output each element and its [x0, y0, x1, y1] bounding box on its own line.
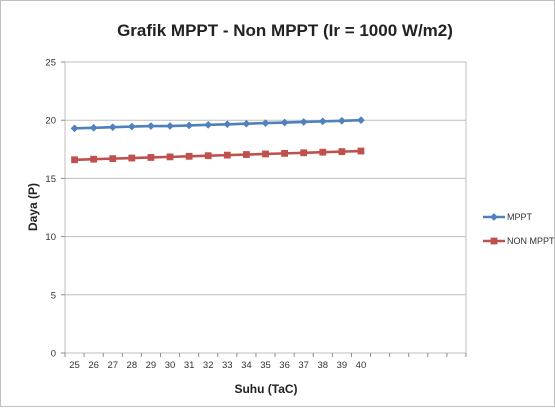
- data-point: [89, 123, 98, 132]
- data-point: [300, 149, 308, 157]
- y-axis-label: Daya (P): [26, 183, 40, 231]
- x-tick-label: 37: [298, 360, 309, 371]
- x-tick-label: 39: [337, 360, 348, 371]
- x-tick-label: 35: [260, 360, 271, 371]
- data-point: [242, 119, 251, 128]
- y-tick-label: 15: [45, 174, 56, 185]
- data-point: [166, 122, 174, 130]
- legend-item: MPPT: [483, 212, 533, 222]
- x-tick-label: 33: [222, 360, 233, 371]
- data-point: [185, 152, 193, 160]
- series-mppt: [70, 116, 365, 133]
- data-point: [261, 119, 270, 128]
- data-point: [243, 151, 250, 158]
- data-point: [108, 123, 117, 132]
- data-point: [319, 148, 327, 156]
- legend-marker: [490, 237, 498, 245]
- x-tick-label: 25: [69, 360, 80, 371]
- data-point: [337, 116, 346, 125]
- x-tick-label: 31: [184, 360, 195, 371]
- y-tick-label: 0: [51, 349, 56, 360]
- x-tick-label: 38: [317, 360, 328, 371]
- x-tick-label: 36: [279, 360, 290, 371]
- y-tick-label: 25: [45, 58, 56, 69]
- data-point: [204, 152, 212, 160]
- data-point: [147, 154, 155, 161]
- data-point: [70, 124, 79, 133]
- x-tick-label: 26: [88, 360, 99, 371]
- x-axis-ticks: 25 26 27 28 29 30 31 32 33 34 35 36 37 38 39 40: [64, 353, 467, 371]
- legend-marker: [490, 213, 498, 221]
- x-axis-label: Suhu (TaC): [234, 382, 297, 396]
- data-point: [318, 117, 327, 126]
- data-point: [185, 121, 194, 130]
- legend-item: NON MPPT: [483, 236, 555, 246]
- data-point: [146, 122, 155, 130]
- data-point: [223, 151, 231, 159]
- data-point: [204, 120, 213, 129]
- x-tick-label: 28: [127, 360, 138, 371]
- data-point: [223, 120, 232, 129]
- x-tick-label: 34: [241, 360, 252, 371]
- data-point: [280, 118, 289, 127]
- x-tick-label: 32: [203, 360, 214, 371]
- data-point: [299, 117, 308, 126]
- data-point: [281, 149, 288, 157]
- data-point: [127, 122, 136, 131]
- legend-label: MPPT: [507, 212, 533, 222]
- data-point: [71, 156, 78, 164]
- legend: MPPT NON MPPT: [483, 212, 555, 246]
- data-point: [357, 147, 365, 155]
- data-point: [338, 148, 346, 156]
- series-line: [74, 118, 362, 130]
- data-point: [109, 155, 117, 163]
- series-non-mppt: [71, 147, 365, 164]
- y-axis-ticks: 0 5 10 15 20 25: [45, 58, 65, 360]
- y-tick-label: 10: [45, 232, 56, 243]
- series-group: [70, 116, 365, 164]
- x-tick-label: 30: [165, 360, 176, 371]
- x-tick-label: 27: [107, 360, 118, 371]
- series-line: [74, 149, 362, 162]
- data-point: [262, 150, 269, 158]
- data-point: [128, 154, 136, 162]
- legend-label: NON MPPT: [507, 236, 555, 246]
- x-tick-label: 40: [356, 360, 367, 371]
- chart-title: Grafik MPPT - Non MPPT (Ir = 1000 W/m2): [117, 21, 453, 40]
- data-point: [357, 116, 365, 125]
- data-point: [90, 155, 98, 163]
- x-tick-label: 29: [146, 360, 157, 371]
- y-tick-label: 5: [51, 290, 56, 301]
- data-point: [166, 153, 174, 161]
- y-tick-label: 20: [45, 116, 56, 127]
- plot-area: [64, 61, 467, 354]
